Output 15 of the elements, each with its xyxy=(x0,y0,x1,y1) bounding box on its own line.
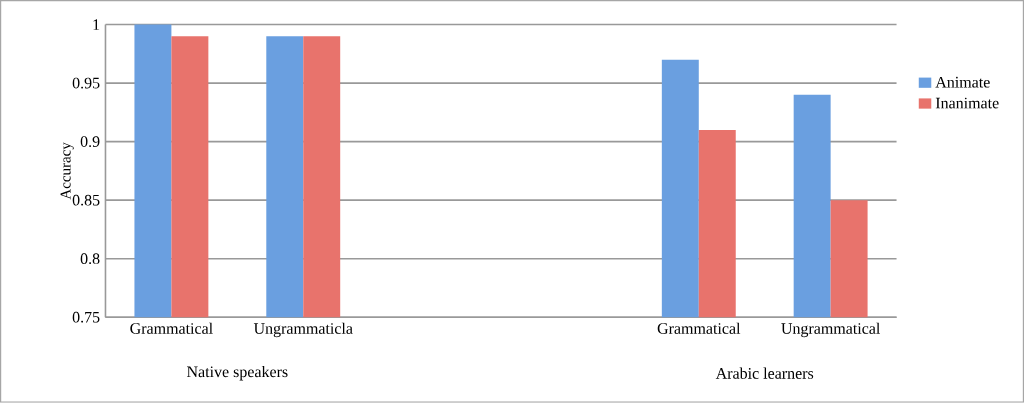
text: Native speakers xyxy=(186,366,288,381)
legend-label: Animate xyxy=(935,76,990,88)
legend-label: Inanimate xyxy=(935,97,999,109)
x-tick-label: Grammatical xyxy=(130,322,213,334)
y-axis-title: Accuracy xyxy=(60,142,74,200)
x-tick-label: Grammatical xyxy=(657,322,741,334)
x-tick-label: Ungrammaticla xyxy=(253,322,353,338)
y-tick-label: 0.9 xyxy=(80,136,100,148)
text: Arabic learners xyxy=(715,367,814,379)
y-tick-label: 0.8 xyxy=(80,253,100,265)
y-tick-label: 0.95 xyxy=(72,77,100,89)
y-tick-label: 1 xyxy=(93,19,100,30)
y-tick-label: 0.85 xyxy=(72,194,100,206)
y-tick-label: 0.75 xyxy=(72,311,100,323)
x-tick-label: Ungrammatical xyxy=(781,322,881,338)
